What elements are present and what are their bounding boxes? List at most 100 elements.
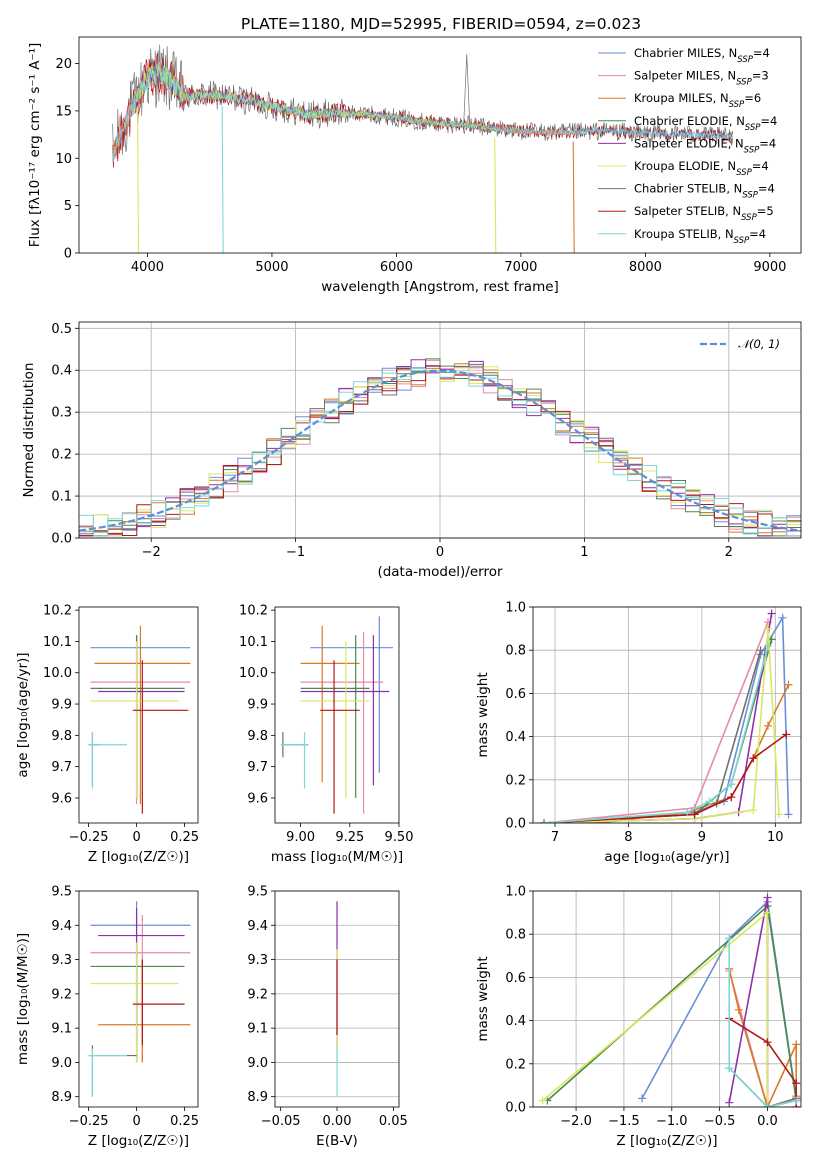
y-tick-label: 0.4 — [51, 364, 72, 379]
y-tick-label: 9.7 — [247, 760, 268, 775]
y-tick-label: 10.2 — [239, 604, 268, 619]
plus-marker — [734, 1005, 743, 1014]
x-tick-label: −2.0 — [560, 1114, 592, 1129]
y-tick-label: 9.6 — [51, 791, 72, 806]
plus-marker — [538, 1096, 547, 1105]
plot-area — [112, 44, 733, 253]
spectrum-drop — [494, 137, 497, 253]
plus-marker — [767, 609, 776, 618]
plus-marker — [778, 613, 787, 622]
plus-marker — [763, 624, 772, 633]
plus-marker — [792, 1079, 801, 1088]
weight-line — [543, 615, 790, 823]
y-tick-label: 9.6 — [247, 791, 268, 806]
plot-area — [79, 358, 801, 537]
plus-marker — [784, 680, 793, 689]
x-tick-label: 10 — [767, 830, 784, 845]
axes-mass-vs-Z: −0.25 0 0.25 8.9 9.0 9.1 9.2 9.3 9.4 9.5 Z [log₁₀(… — [15, 885, 199, 1150]
plot-area — [538, 893, 801, 1107]
plus-marker — [725, 1064, 734, 1073]
y-tick-label: 0.8 — [505, 644, 526, 659]
y-tick-label: 0.0 — [51, 532, 72, 547]
weight-line — [543, 645, 769, 823]
plus-marker — [683, 808, 692, 817]
x-axis-label: (data-model)/error — [377, 564, 503, 580]
y-tick-label: 1.0 — [505, 601, 526, 616]
x-tick-label: 0.05 — [379, 1114, 408, 1129]
y-tick-label: 9.0 — [51, 1056, 72, 1071]
x-tick-label: 5000 — [255, 260, 288, 275]
plus-marker — [763, 721, 772, 730]
y-tick-label: 0.4 — [505, 730, 526, 745]
x-tick-label: 0.00 — [323, 1114, 352, 1129]
y-axis-label: age [log₁₀(age/yr)] — [15, 652, 31, 777]
axes-frame — [532, 890, 802, 1108]
y-tick-label: 0.2 — [505, 773, 526, 788]
axes-spectrum: 4000 5000 6000 7000 8000 9000 0 5 10 15 20 waveleng… — [27, 36, 802, 295]
y-tick-label: 0.2 — [505, 1057, 526, 1072]
x-axis-label: E(B-V) — [316, 1133, 358, 1149]
legend: Chabrier MILES, NSSP=4 Salpeter MILES, NS… — [598, 46, 777, 246]
y-axis-label: mass weight — [475, 956, 491, 1041]
x-axis-label: wavelength [Angstrom, rest frame] — [321, 279, 559, 295]
x-tick-label: 0.25 — [170, 830, 199, 845]
plus-marker — [784, 810, 793, 819]
axes-weight-vs-age: 7 8 9 10 0.0 0.2 0.4 0.6 0.8 1.0 age [log₁₀(age/yr… — [475, 601, 802, 865]
y-tick-label: 9.1 — [247, 1022, 268, 1037]
plus-marker — [763, 1103, 772, 1107]
x-axis-label: Z [log₁₀(Z/Z☉)] — [616, 1133, 717, 1149]
spectrum-title: PLATE=1180, MJD=52995, FIBERID=0594, z=0… — [241, 15, 641, 33]
x-tick-label: −1.5 — [608, 1114, 640, 1129]
x-tick-label: 0.25 — [170, 1114, 199, 1129]
x-tick-label: 9.25 — [335, 830, 364, 845]
spectrum-line — [112, 61, 733, 163]
y-tick-label: 0.3 — [51, 406, 72, 421]
x-tick-label: 0.0 — [757, 1114, 778, 1129]
y-axis-label: Flux [fλ10⁻¹⁷ erg cm⁻² s⁻¹ A⁻¹] — [27, 43, 43, 248]
y-tick-label: 9.1 — [51, 1022, 72, 1037]
axes-residuals: −2 −1 0 1 2 0.0 0.1 0.2 0.3 0.4 0.5 (data-model)/er… — [21, 321, 802, 580]
x-tick-label: 2 — [725, 545, 733, 560]
x-tick-label: 0 — [132, 830, 140, 845]
x-axis-label: Z [log₁₀(Z/Z☉)] — [88, 849, 189, 865]
y-tick-label: 15 — [55, 104, 72, 119]
legend-label: Salpeter ELODIE, NSSP=4 — [634, 136, 776, 155]
y-tick-label: 9.7 — [51, 760, 72, 775]
plus-marker — [638, 1094, 647, 1103]
x-tick-label: 7000 — [504, 260, 537, 275]
plus-marker — [756, 646, 765, 655]
y-tick-label: 20 — [55, 57, 72, 72]
x-tick-label: 6000 — [380, 260, 413, 275]
x-axis-label: mass [log₁₀(M/M☉)] — [271, 849, 403, 865]
plus-marker — [725, 1098, 734, 1107]
legend-label: Chabrier MILES, NSSP=4 — [634, 46, 770, 65]
y-tick-label: 9.5 — [51, 885, 72, 900]
y-tick-label: 10.0 — [239, 666, 268, 681]
plus-marker — [763, 641, 772, 650]
weight-line — [728, 968, 797, 1107]
x-tick-label: 9.00 — [286, 830, 315, 845]
y-axis-label: mass weight — [475, 672, 491, 757]
plot-area — [88, 901, 191, 1097]
plus-marker — [727, 780, 736, 789]
weight-line — [641, 900, 797, 1099]
x-tick-label: −1.0 — [656, 1114, 688, 1129]
plus-marker — [782, 730, 791, 739]
axes-frame — [78, 890, 199, 1108]
weight-line — [728, 938, 797, 1107]
y-tick-label: 0.6 — [505, 687, 526, 702]
plus-marker — [725, 934, 734, 943]
x-tick-label: 4000 — [131, 260, 164, 275]
legend-label: Salpeter STELIB, NSSP=5 — [634, 204, 774, 223]
legend-label: 𝒩(0, 1) — [738, 337, 780, 351]
y-tick-label: 0.6 — [505, 971, 526, 986]
y-tick-label: 9.8 — [51, 729, 72, 744]
y-tick-label: 9.3 — [51, 953, 72, 968]
axes-frame — [532, 606, 802, 824]
plus-marker — [705, 797, 714, 806]
y-tick-label: 0.5 — [51, 322, 72, 337]
x-tick-label: −1 — [286, 545, 305, 560]
x-tick-label: 9 — [698, 830, 706, 845]
plus-marker — [792, 1096, 801, 1105]
normal-curve — [79, 369, 801, 532]
